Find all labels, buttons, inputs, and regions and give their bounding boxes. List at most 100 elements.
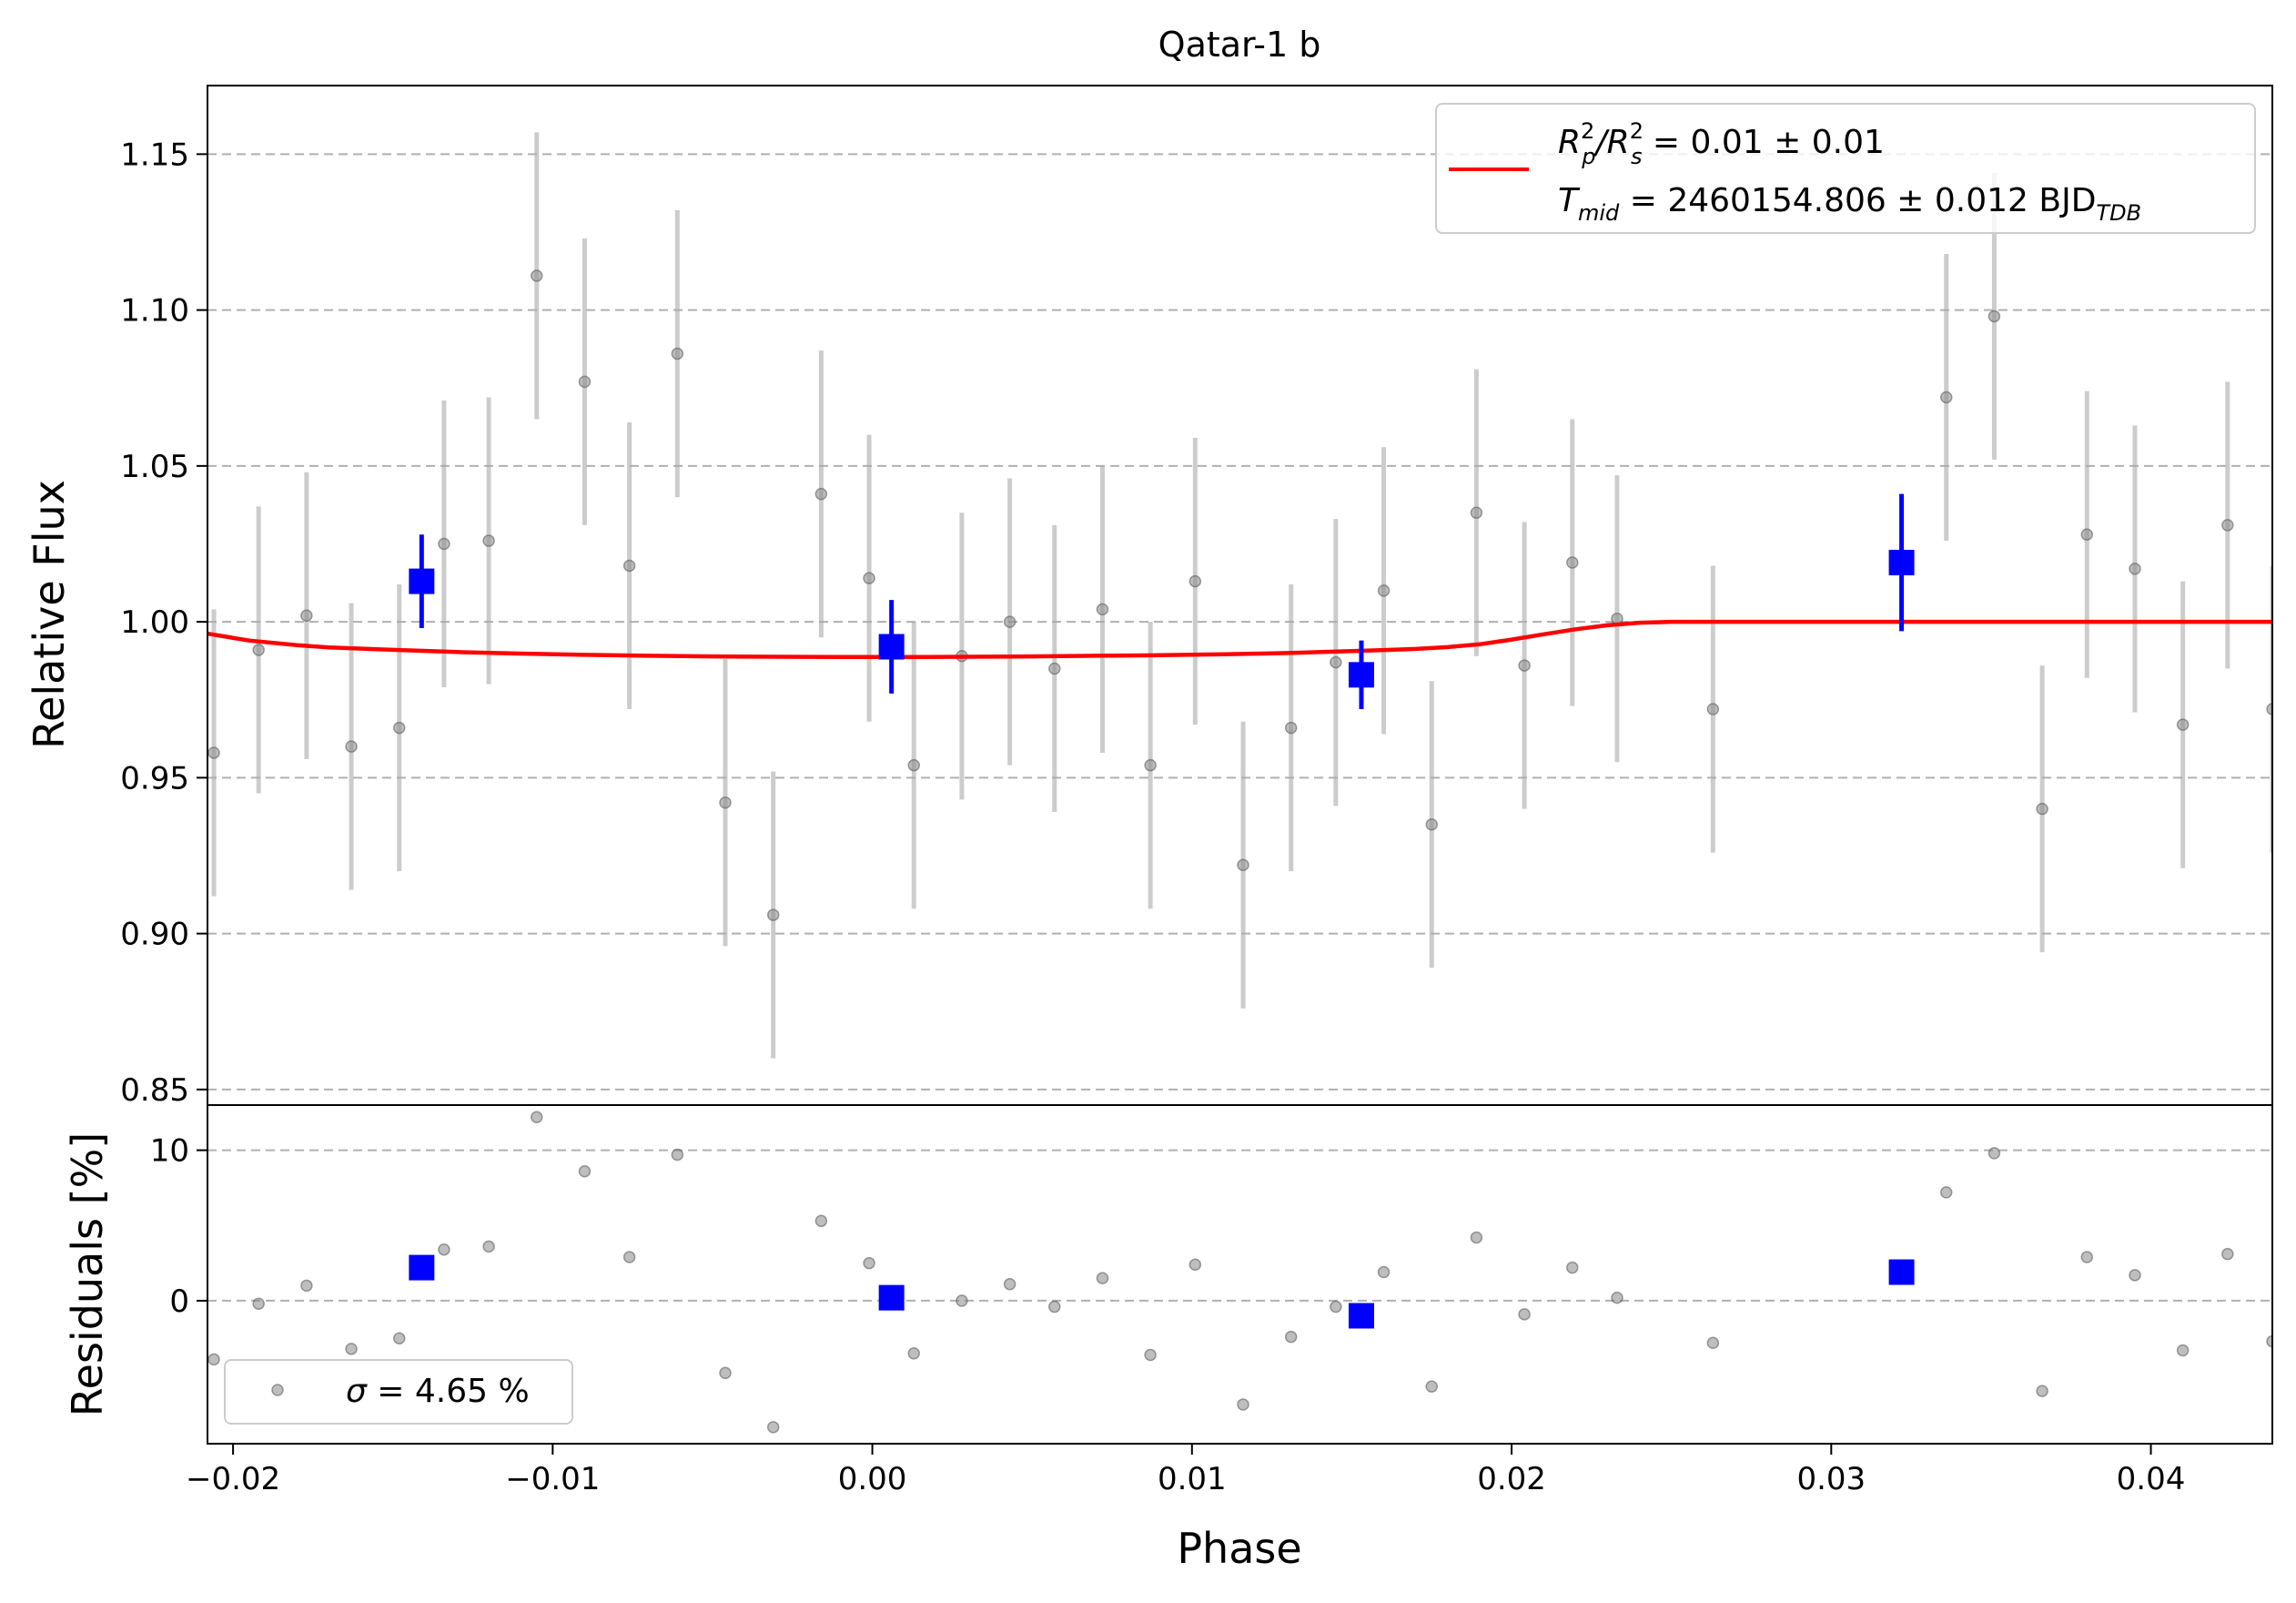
top-y-tick-label: 1.10 xyxy=(120,293,189,330)
raw-data-point xyxy=(863,572,875,584)
raw-data-point xyxy=(1096,603,1109,616)
raw-residual-point xyxy=(719,1366,732,1380)
binned-data-point xyxy=(1348,662,1374,688)
top-y-tick-label: 1.00 xyxy=(120,604,189,641)
binned-residual-point xyxy=(1888,1259,1915,1285)
raw-data-point xyxy=(1518,659,1531,672)
raw-residual-point xyxy=(1096,1272,1109,1284)
raw-residual-point xyxy=(345,1343,358,1355)
raw-data-point xyxy=(719,796,732,809)
top-y-axis: 0.85 0.90 0.95 1.00 1.05 1.10 1.15 xyxy=(120,137,207,1109)
x-tick-label: 0.00 xyxy=(838,1461,907,1497)
raw-residual-point xyxy=(671,1148,684,1162)
raw-residual-point xyxy=(300,1279,313,1293)
legend-rp-rs-label: R2 p/R2 s = 0.01 ± 0.01 xyxy=(1558,118,1885,169)
raw-data-point xyxy=(1425,817,1438,831)
top-y-tick-label: 0.85 xyxy=(120,1072,189,1109)
raw-residual-point xyxy=(1377,1265,1391,1279)
raw-data-point xyxy=(2036,802,2048,816)
raw-data-point xyxy=(907,758,920,772)
raw-residual-point xyxy=(2080,1251,2094,1263)
raw-data-point xyxy=(1470,506,1483,519)
raw-residual-point xyxy=(2266,1334,2272,1348)
raw-data-point xyxy=(1377,584,1391,597)
legend-sigma-label: σ = 4.65 % xyxy=(346,1373,530,1410)
raw-residual-point xyxy=(1330,1300,1342,1314)
raw-data-point xyxy=(2080,528,2094,541)
raw-residual-point xyxy=(1003,1277,1017,1291)
x-tick-label: 0.04 xyxy=(2117,1461,2186,1497)
raw-data-point xyxy=(531,269,543,282)
top-legend: R2 p/R2 s = 0.01 ± 0.01 Tmid = 2460154.806… xyxy=(1435,103,2256,234)
raw-data-point xyxy=(392,721,406,735)
top-y-tick-label: 1.15 xyxy=(120,137,189,173)
raw-residual-point xyxy=(207,1353,220,1366)
raw-data-point xyxy=(1003,615,1017,628)
raw-residual-point xyxy=(1518,1308,1531,1321)
legend-tmid-label: Tmid = 2460154.806 ± 0.012 BJDTDB xyxy=(1558,182,2141,226)
x-tick-label: 0.02 xyxy=(1477,1461,1546,1497)
raw-residual-point xyxy=(1284,1330,1298,1344)
legend-residual-marker xyxy=(271,1384,284,1396)
raw-data-point xyxy=(1330,655,1342,669)
raw-residual-point xyxy=(1939,1186,1953,1199)
x-axis-label: Phase xyxy=(1177,1524,1301,1573)
binned-residual-point xyxy=(409,1254,435,1281)
binned-data-point xyxy=(878,634,905,660)
raw-residual-point xyxy=(1611,1291,1623,1304)
bottom-legend-box xyxy=(224,1359,573,1425)
raw-residual-point xyxy=(907,1347,920,1360)
top-legend-box xyxy=(1435,103,2256,234)
x-axis: −0.02 −0.01 0.00 0.01 0.02 0.03 0.04 xyxy=(186,1444,2185,1497)
raw-data-point xyxy=(2266,703,2272,715)
binned-residual-point xyxy=(1348,1303,1374,1329)
raw-data-point xyxy=(252,644,265,656)
raw-residual-point xyxy=(482,1240,495,1253)
raw-residual-point xyxy=(2129,1269,2141,1282)
bottom-legend: σ = 4.65 % xyxy=(224,1359,573,1425)
raw-residual-point xyxy=(1425,1380,1438,1393)
top-y-axis-label: Relative Flux xyxy=(25,480,74,749)
x-tick-label: 0.03 xyxy=(1796,1461,1866,1497)
raw-data-point xyxy=(207,746,220,759)
raw-data-point xyxy=(2129,563,2141,575)
raw-residual-point xyxy=(1048,1300,1061,1314)
bottom-grid xyxy=(207,1149,2272,1302)
raw-residual-point xyxy=(622,1251,636,1263)
raw-residual-point xyxy=(438,1243,450,1256)
raw-residual-point xyxy=(2176,1344,2190,1357)
binned-residuals-series xyxy=(409,1254,1915,1329)
top-y-tick-label: 0.95 xyxy=(120,760,189,796)
raw-residual-point xyxy=(1988,1147,2001,1160)
raw-data-series xyxy=(207,132,2272,1059)
raw-data-point xyxy=(1706,703,1720,715)
raw-data-point xyxy=(438,537,450,551)
raw-residual-point xyxy=(1566,1261,1579,1274)
raw-residual-point xyxy=(1470,1231,1483,1244)
raw-data-point xyxy=(300,609,313,623)
raw-data-point xyxy=(578,375,592,389)
binned-data-point xyxy=(409,568,435,594)
raw-data-point xyxy=(1988,309,2001,323)
raw-data-point xyxy=(482,534,495,547)
raw-data-point xyxy=(1566,556,1579,569)
binned-residual-point xyxy=(878,1284,905,1311)
raw-data-point xyxy=(1939,391,1953,404)
raw-residual-point xyxy=(863,1256,875,1270)
top-y-tick-label: 1.05 xyxy=(120,449,189,485)
raw-data-point xyxy=(2221,519,2234,532)
raw-data-point xyxy=(2176,718,2190,731)
raw-residual-point xyxy=(2036,1385,2048,1397)
bottom-y-axis: 0 10 xyxy=(150,1133,207,1320)
raw-data-point xyxy=(345,740,358,753)
raw-data-point xyxy=(1188,574,1202,588)
raw-residual-point xyxy=(1237,1398,1249,1411)
transit-model-series xyxy=(207,619,2272,660)
raw-residual-point xyxy=(766,1421,780,1434)
x-tick-label: 0.01 xyxy=(1158,1461,1227,1497)
raw-data-point xyxy=(814,487,828,501)
raw-data-point xyxy=(766,908,780,921)
raw-data-point xyxy=(1237,858,1249,872)
bottom-y-tick-label: 10 xyxy=(150,1133,189,1170)
top-panel: 0.85 0.90 0.95 1.00 1.05 1.10 1.15 Relative Fl… xyxy=(25,85,2273,1109)
